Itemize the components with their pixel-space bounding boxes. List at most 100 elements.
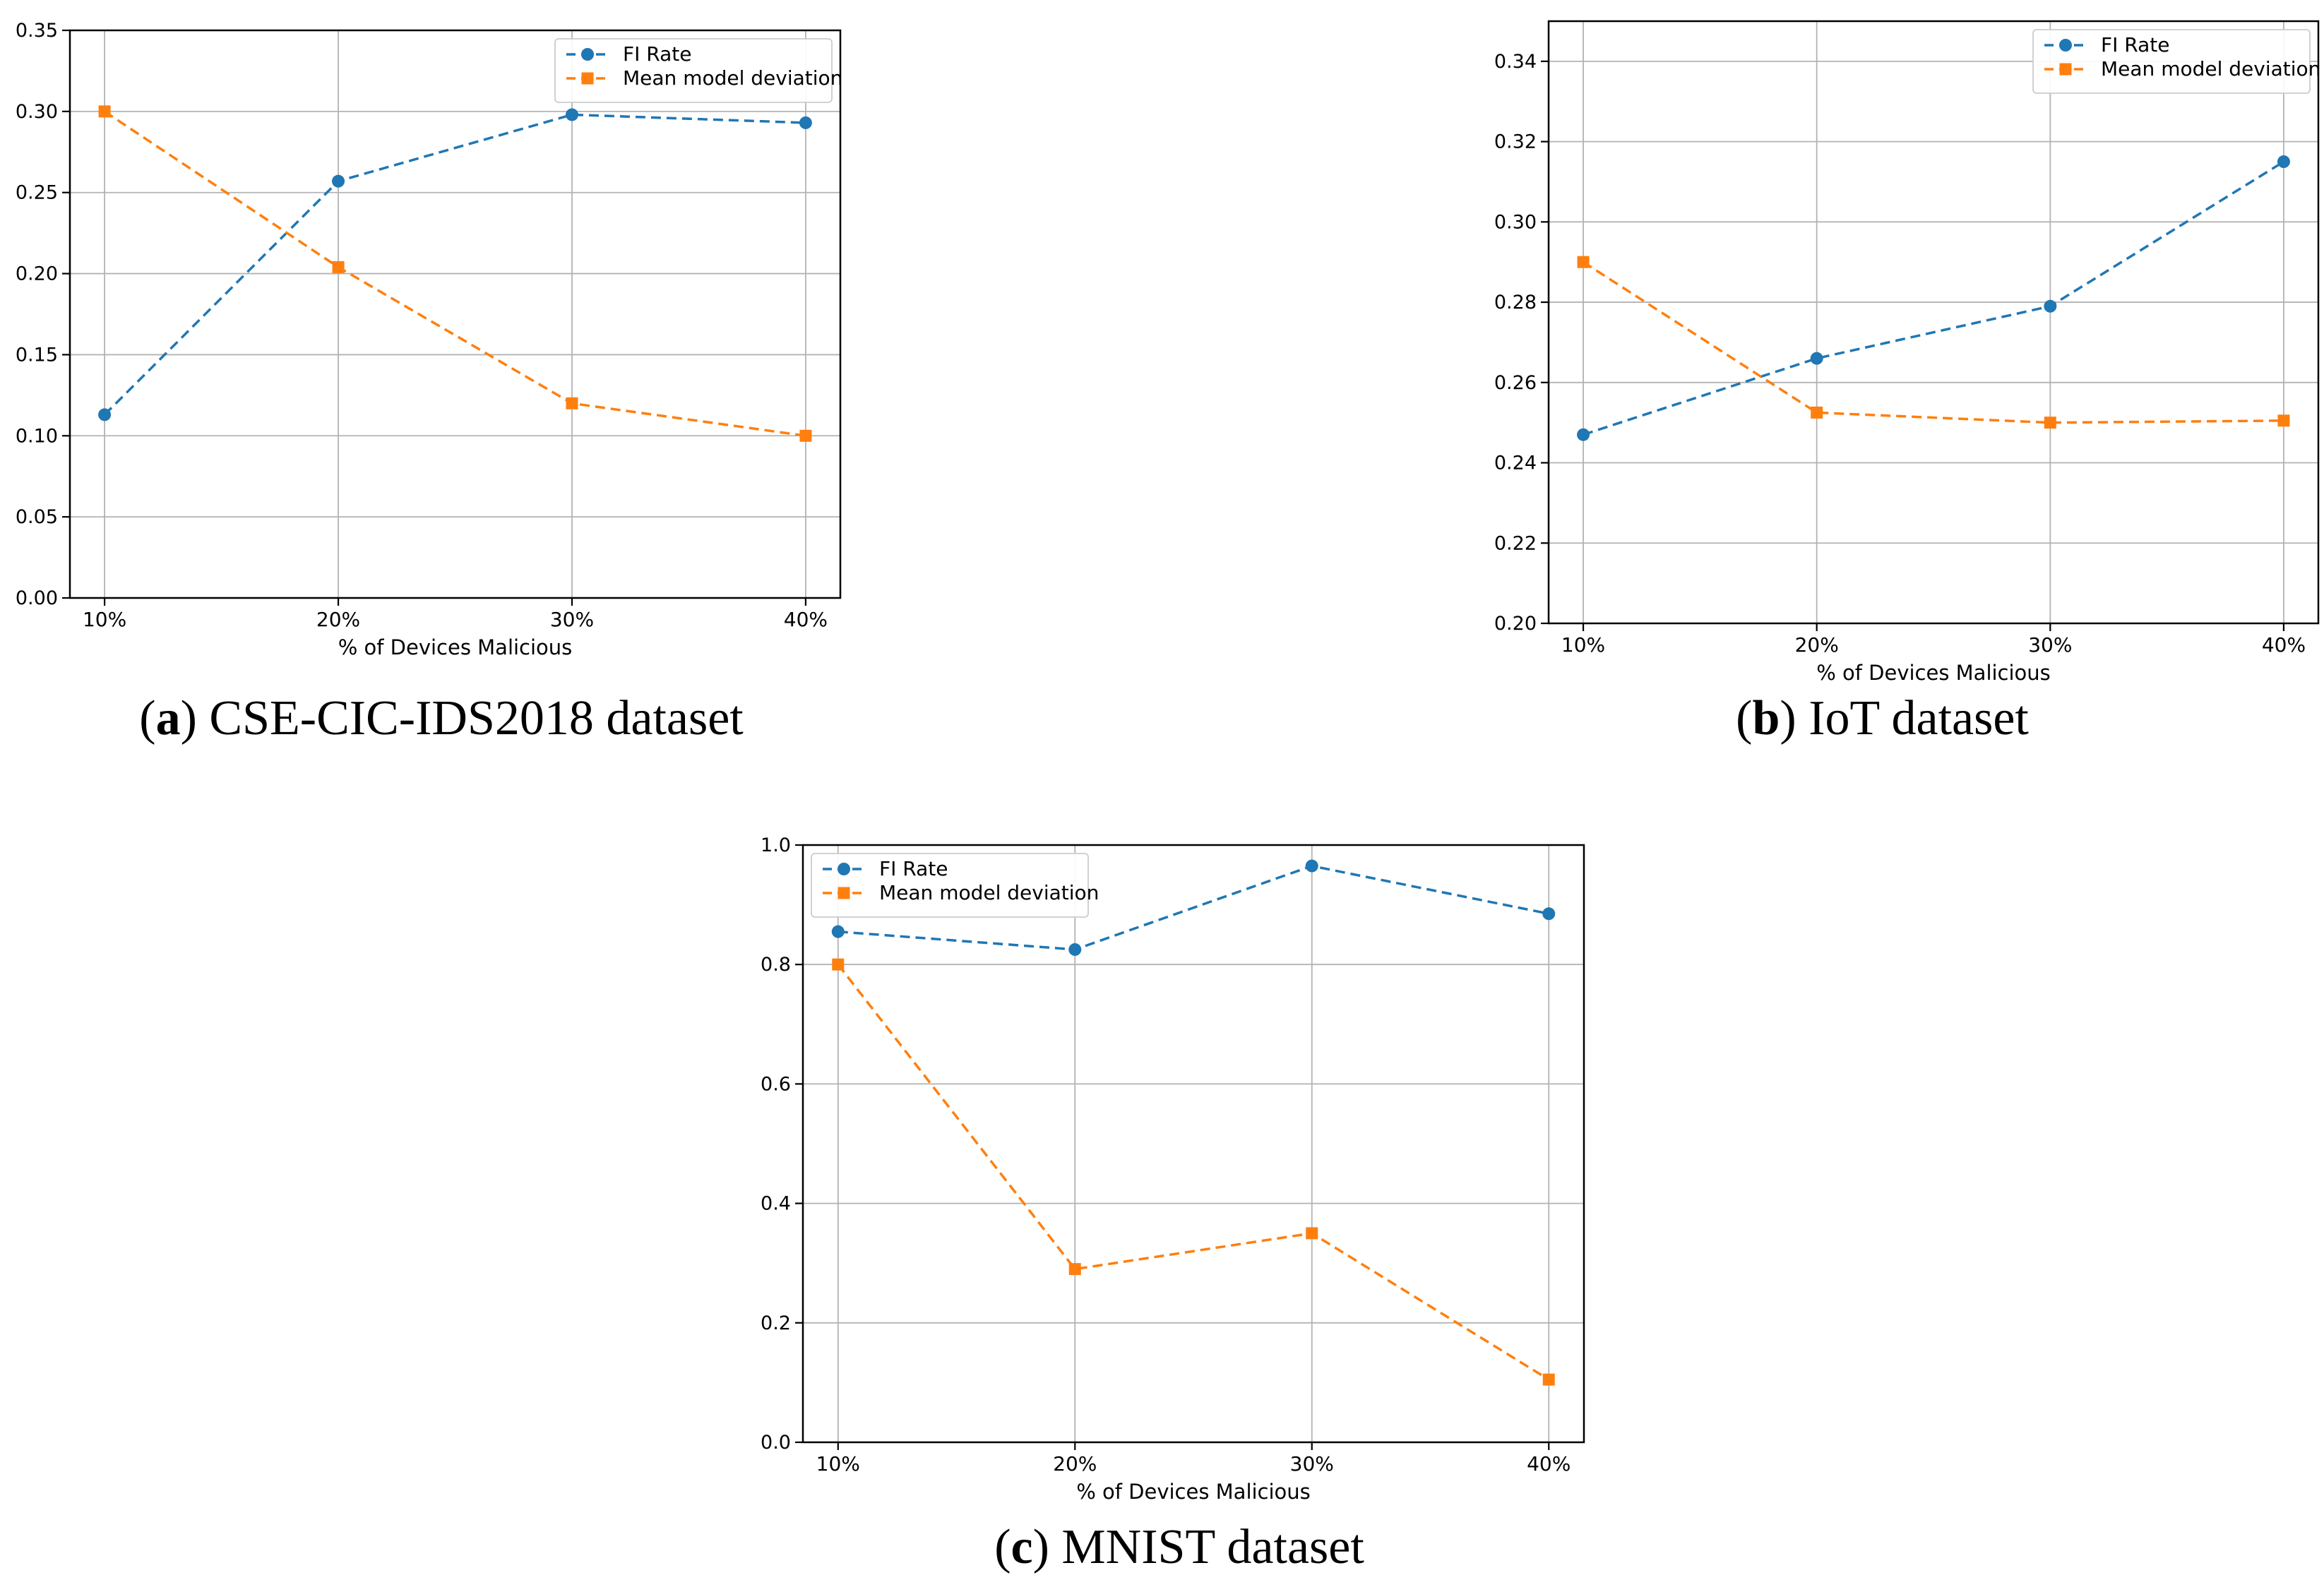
caption-c-close: ) <box>1032 1520 1049 1574</box>
x-tick-label: 30% <box>1290 1452 1334 1475</box>
chart-a-canvas: 0.00 0.05 0.10 0.15 0.20 0.25 0.30 0.35 10% 20% 30… <box>16 20 843 659</box>
data-point-square <box>1068 1263 1081 1276</box>
data-point-square <box>98 105 111 118</box>
legend-label: Mean model deviation <box>2101 57 2320 80</box>
y-tick-label: 0.34 <box>1494 51 1537 73</box>
plot-border <box>802 844 1585 1444</box>
caption-b-letter: b <box>1752 691 1780 745</box>
subfigure-a: 0.00 0.05 0.10 0.15 0.20 0.25 0.30 0.35 10% 20% 30… <box>0 0 883 692</box>
series-mean-model-deviation <box>98 105 812 442</box>
x-axis-label: % of Devices Malicious <box>1816 661 2051 685</box>
legend-marker-circle <box>838 863 850 875</box>
legend-label: FI Rate <box>2101 33 2169 56</box>
plot-border <box>1547 20 2320 625</box>
caption-a-open: ( <box>139 691 156 745</box>
data-point-square <box>566 397 578 409</box>
y-tick-label: 0.10 <box>16 425 58 447</box>
caption-b-text: IoT dataset <box>1808 691 2029 745</box>
subfigure-c: 0.0 0.2 0.4 0.6 0.8 1.0 10% 20% 30% 40% % of Devic… <box>734 833 1624 1511</box>
data-point-square <box>2044 417 2056 429</box>
series-line <box>1583 160 2284 436</box>
legend-marker-circle <box>2059 39 2072 52</box>
data-point-circle <box>1068 943 1082 957</box>
subfigure-b: 0.20 0.22 0.24 0.26 0.28 0.30 0.32 0.34 10% 20% 30… <box>1441 0 2324 692</box>
x-tick-label: 10% <box>83 608 126 631</box>
caption-a-text: CSE-CIC-IDS2018 dataset <box>209 691 744 745</box>
y-tick-label: 0.25 <box>16 182 58 204</box>
x-tick-label: 10% <box>1561 633 1605 657</box>
legend-marker-square <box>838 887 850 899</box>
legend-label: FI Rate <box>879 857 948 880</box>
series-line <box>1583 260 2284 424</box>
x-tick-label: 40% <box>1527 1452 1571 1475</box>
series-fi-rate <box>98 108 812 421</box>
data-point-circle <box>565 108 578 121</box>
legend-marker-square <box>2059 63 2072 76</box>
data-point-circle <box>1577 428 1590 441</box>
caption-c-text: MNIST dataset <box>1061 1520 1364 1574</box>
y-tick-label: 0.28 <box>1494 292 1537 313</box>
data-point-square <box>2277 414 2290 427</box>
plot-border <box>68 29 842 599</box>
series-fi-rate <box>1577 155 2290 441</box>
caption-b-close: ) <box>1780 691 1796 745</box>
series-line <box>837 964 1550 1381</box>
caption-b-open: ( <box>1736 691 1753 745</box>
y-tick-label: 0.20 <box>16 263 58 285</box>
legend-label: Mean model deviation <box>879 881 1099 904</box>
data-point-circle <box>1542 907 1556 921</box>
legend-box <box>2032 29 2311 94</box>
y-tick-label: 0.00 <box>16 587 58 609</box>
data-point-square <box>1577 256 1590 268</box>
data-point-circle <box>98 408 112 421</box>
series-fi-rate <box>831 859 1556 957</box>
caption-c: (c) MNIST dataset <box>734 1515 1624 1579</box>
series-line <box>104 110 806 438</box>
data-point-square <box>1306 1227 1318 1240</box>
legend-marker-circle <box>581 48 594 61</box>
y-tick-label: 0.22 <box>1494 532 1537 554</box>
data-point-circle <box>332 174 345 188</box>
x-tick-label: 10% <box>816 1452 860 1475</box>
series-line <box>838 864 1549 951</box>
data-point-square <box>332 260 345 273</box>
y-tick-label: 0.32 <box>1494 131 1537 153</box>
y-tick-label: 1.0 <box>761 834 791 856</box>
data-point-square <box>832 958 845 971</box>
caption-c-letter: c <box>1011 1520 1033 1574</box>
y-tick-label: 0.24 <box>1494 453 1537 474</box>
y-tick-label: 0.26 <box>1494 372 1537 394</box>
data-point-circle <box>2277 155 2290 169</box>
legend-label: FI Rate <box>623 42 691 66</box>
y-tick-label: 0.15 <box>16 344 58 366</box>
y-axis: 0.0 0.2 0.4 0.6 0.8 1.0 <box>761 834 803 1454</box>
x-tick-label: 40% <box>2262 633 2306 657</box>
x-axis: 10% 20% 30% 40% <box>816 1442 1571 1475</box>
x-tick-label: 20% <box>1795 633 1839 657</box>
chart-b-canvas: 0.20 0.22 0.24 0.26 0.28 0.30 0.32 0.34 10% 20% 30… <box>1494 20 2320 685</box>
x-axis-label: % of Devices Malicious <box>1076 1480 1311 1504</box>
legend-label: Mean model deviation <box>623 66 842 90</box>
x-tick-label: 20% <box>316 608 360 631</box>
caption-a: (a) CSE-CIC-IDS2018 dataset <box>0 686 883 750</box>
y-tick-label: 0.6 <box>761 1073 791 1095</box>
data-point-circle <box>2044 299 2057 313</box>
data-point-square <box>799 429 812 442</box>
y-axis: 0.20 0.22 0.24 0.26 0.28 0.30 0.32 0.34 <box>1494 51 1549 635</box>
legend-marker-square <box>581 72 594 85</box>
grid <box>1549 21 2318 624</box>
y-tick-label: 0.35 <box>16 20 58 42</box>
data-point-square <box>1811 406 1823 419</box>
y-tick-label: 0.8 <box>761 954 791 976</box>
x-axis: 10% 20% 30% 40% <box>83 598 828 631</box>
data-point-square <box>1542 1373 1555 1386</box>
x-axis-label: % of Devices Malicious <box>338 635 573 659</box>
x-tick-label: 20% <box>1053 1452 1097 1475</box>
caption-a-close: ) <box>180 691 197 745</box>
y-tick-label: 0.20 <box>1494 613 1537 635</box>
x-tick-label: 40% <box>784 608 828 631</box>
data-point-circle <box>799 116 812 129</box>
